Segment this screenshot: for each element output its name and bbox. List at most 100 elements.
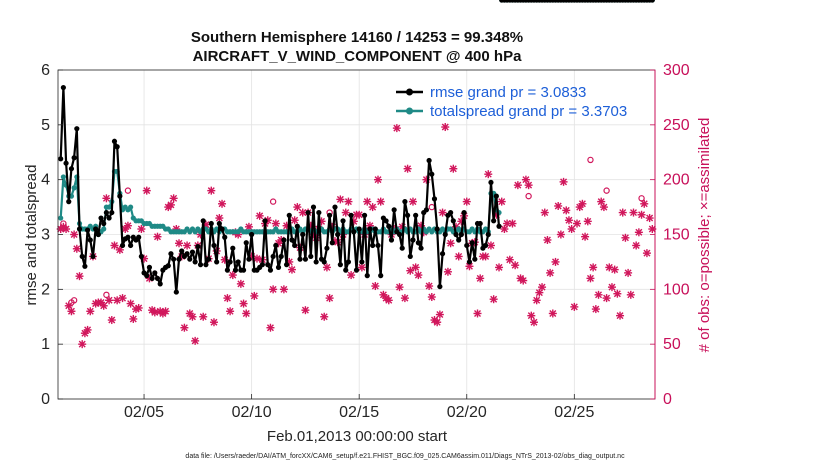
rmse-point [313,259,319,265]
rmse-point [367,226,373,232]
obs-assimilated-point [250,291,259,300]
rmse-point [491,218,497,224]
rmse-point [103,209,110,216]
obs-assimilated-point [239,299,248,308]
rmse-point [187,256,193,262]
obs-assimilated-point [567,225,576,234]
rmse-point [90,253,96,260]
obs-assimilated-point [363,197,372,206]
rmse-point [125,234,131,240]
rmse-point [111,138,118,144]
obs-assimilated-point [161,307,170,316]
obs-assimilated-point [591,305,600,314]
y-right-tick-label: 200 [663,172,690,189]
rmse-point [98,215,104,221]
rmse-point [95,231,101,238]
obs-assimilated-point [287,265,296,274]
obs-assimilated-point [228,271,237,280]
obs-assimilated-point [414,271,423,280]
rmse-point [327,212,333,218]
obs-assimilated-point [180,323,189,332]
rmse-point [388,237,395,243]
obs-assimilated-point [376,197,385,206]
rmse-point [442,231,448,238]
obs-assimilated-point [433,318,442,327]
obs-assimilated-point [486,241,495,250]
obs-assimilated-point [607,283,616,292]
rmse-point [404,212,411,218]
obs-assimilated-point [616,311,625,320]
obs-assimilated-point [408,197,417,206]
y-left-tick-label: 0 [41,391,50,408]
obs-assimilated-point [123,221,132,230]
rmse-point [378,273,384,279]
rmse-point [219,226,225,232]
obs-assimilated-point [505,255,514,264]
rmse-point [302,256,309,262]
rmse-point [109,209,115,216]
x-tick-label: 02/10 [232,404,272,421]
rmse-point [300,231,306,238]
rmse-point [649,0,655,3]
obs-assimilated-point [102,194,111,203]
legend-label-spread: totalspread grand pr = 3.3703 [430,103,627,120]
obs-assimilated-point [578,199,587,208]
rmse-point [149,275,155,281]
rmse-point [324,245,330,251]
obs-assimilated-point [78,340,87,349]
y-right-tick-label: 100 [663,281,690,298]
obs-assimilated-point [425,282,434,291]
obs-assimilated-point [551,257,560,266]
rmse-point [200,218,206,224]
obs-assimilated-point [529,318,538,327]
obs-assimilated-point [583,217,592,226]
rmse-point [224,267,231,273]
totalspread-point [106,204,112,210]
obs-possible-point [70,297,78,304]
obs-assimilated-point [341,208,350,217]
obs-assimilated-point [134,303,143,312]
obs-assimilated-point [524,181,533,190]
rmse-point [453,231,459,238]
obs-assimilated-point [570,302,579,311]
obs-assimilated-point [489,295,498,304]
obs-assimilated-point [562,206,571,215]
obs-possible-point [269,198,277,205]
obs-assimilated-point [629,208,638,217]
obs-assimilated-point [476,274,485,283]
obs-assimilated-point [183,241,192,250]
rmse-point [211,242,217,249]
rmse-point [370,242,376,249]
totalspread-point [71,185,77,191]
rmse-point [259,262,265,268]
obs-possible-point [124,187,132,194]
rmse-point [496,223,502,229]
obs-assimilated-point [271,219,280,228]
obs-assimilated-point [75,272,84,281]
obs-assimilated-point [573,219,582,228]
obs-assimilated-point [484,170,493,179]
rmse-point [82,263,88,269]
y-right-tick-label: 150 [663,227,690,244]
rmse-point [63,160,69,166]
rmse-point [372,226,378,232]
obs-assimilated-point [150,308,159,317]
obs-assimilated-point [546,268,555,277]
rmse-point [332,204,338,210]
x-axis-label: Feb.01,2013 00:00:00 start [267,428,448,445]
obs-assimilated-point [175,239,184,248]
obs-assimilated-point [613,289,622,298]
rmse-point [294,223,300,229]
legend-label-rmse: rmse grand pr = 3.0833 [430,84,586,101]
obs-assimilated-point [513,181,522,190]
rmse-point [456,237,462,243]
rmse-point [485,231,491,238]
obs-possible-point [60,220,67,227]
obs-assimilated-point [279,285,288,294]
obs-assimilated-point [540,208,549,217]
obs-assimilated-point [618,208,627,217]
obs-assimilated-point [344,197,353,206]
obs-assimilated-point [449,164,458,173]
rmse-point [179,248,185,254]
obs-assimilated-point [497,197,506,206]
